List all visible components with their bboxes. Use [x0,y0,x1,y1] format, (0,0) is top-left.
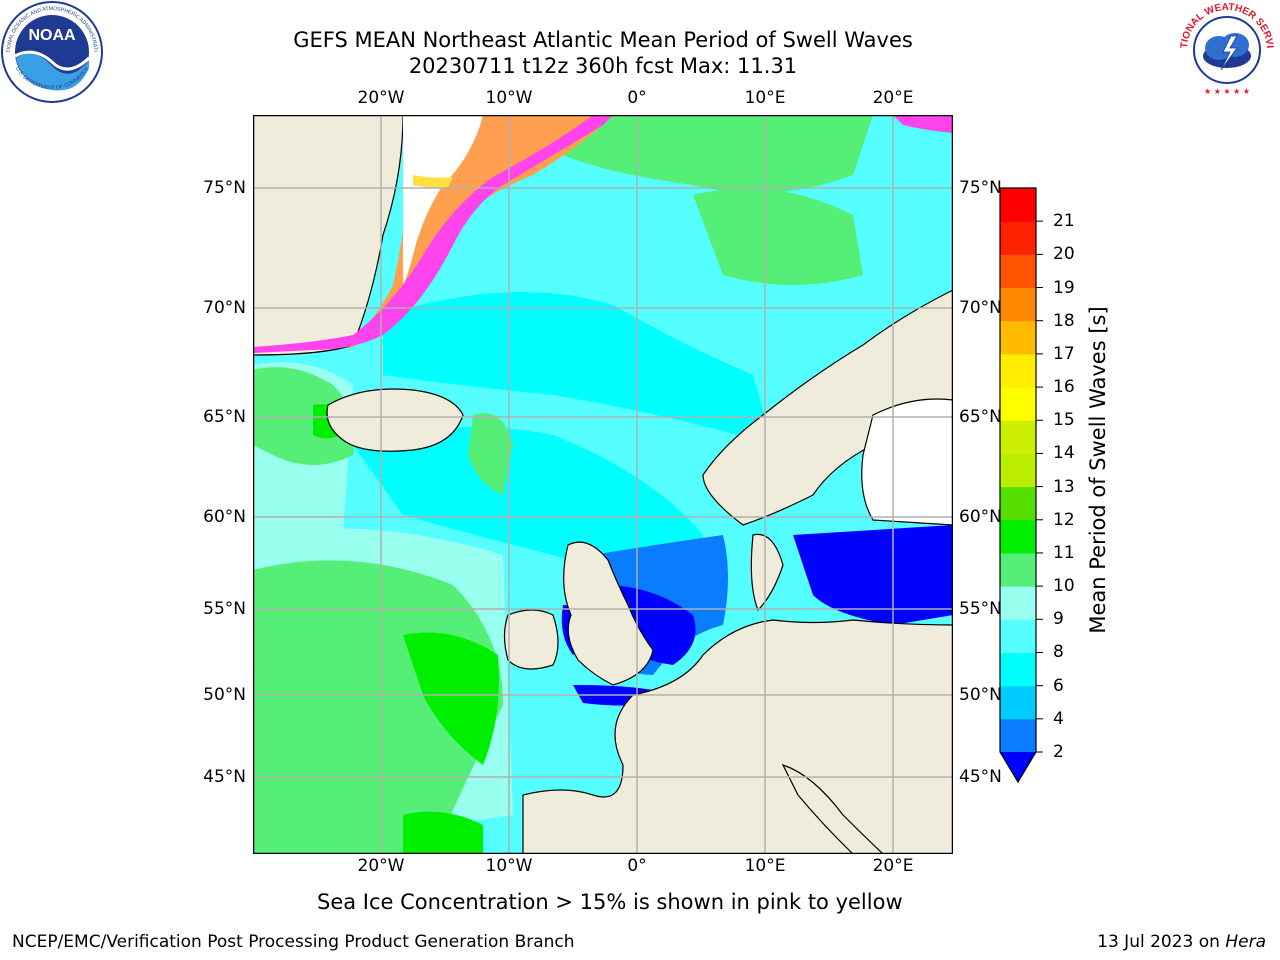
lat-label-55n-left: 55°N [203,599,246,619]
land-great-britain [563,541,654,686]
ocean-field-10-11-b [403,811,483,854]
ocean-field-9-10-north [553,115,873,193]
sea-ice-svalbard [893,115,953,133]
footer-host: Hera [1225,932,1266,952]
colorbar-tick-label: 20 [1053,244,1075,265]
chart-title: GEFS MEAN Northeast Atlantic Mean Period… [293,28,913,52]
ocean-field-9-10-norwegian-sea [693,188,863,285]
colorbar-tick-label: 12 [1053,509,1075,530]
ocean-field-4-6-central [353,427,703,585]
land-sweden-finland-white [861,398,953,526]
lat-label-60n-left: 60°N [203,507,246,527]
colorbar-segment [1000,254,1036,289]
sea-ice-note: Sea Ice Concentration > 15% is shown in … [317,890,903,914]
lat-label-45n-right: 45°N [959,767,1002,787]
lon-label-20w-bottom: 20°W [357,856,405,876]
colorbar-segment [1000,188,1036,222]
ocean-field-9-10-iceland-west [253,367,356,465]
map-panel [253,115,953,854]
colorbar-tick-label: 13 [1053,476,1075,497]
lat-label-55n-right: 55°N [959,599,1002,619]
colorbar-segment [1000,652,1036,687]
sea-ice-pink [253,115,613,353]
land-ireland [503,609,559,670]
colorbar-tick-label: 8 [1053,642,1064,663]
lon-label-10w-bottom: 10°W [485,856,533,876]
lat-label-75n-right: 75°N [959,178,1002,198]
colorbar-segment [1000,420,1036,454]
noaa-logo: NOAA NATIONAL OCEANIC AND ATMOSPHERIC AD… [0,0,103,103]
colorbar-segment [1000,586,1036,620]
colorbar-tick-label: 6 [1053,675,1064,696]
colorbar-tick-label: 18 [1053,310,1075,331]
colorbar-segment [1000,353,1036,388]
colorbar-under-extension [1000,752,1036,782]
lon-label-0-bottom: 0° [627,856,647,876]
lat-label-65n-left: 65°N [203,407,246,427]
nws-logo: NATIONAL WEATHER SERVICE ★ ★ ★ ★ ★ [1175,0,1275,97]
footer-date-text: 13 Jul 2023 on [1097,932,1226,952]
lat-label-50n-left: 50°N [203,685,246,705]
map-frame [253,115,953,854]
ocean-field-under2-baltic [793,525,953,625]
colorbar [999,187,1043,784]
colorbar-segment [1000,552,1036,587]
lon-label-20e-top: 20°E [872,88,914,108]
ocean-field-9-10-faroe [468,413,513,495]
colorbar-tick-label: 2 [1053,742,1064,762]
land-greenland [253,115,404,356]
land-iceland [326,388,464,452]
lat-label-50n-right: 50°N [959,685,1002,705]
ocean-field-10-11-a [403,632,499,765]
lat-label-70n-right: 70°N [959,298,1002,318]
lon-label-10e-bottom: 10°E [744,856,786,876]
footer-date: 13 Jul 2023 on Hera [1097,932,1266,952]
chart-subtitle: 20230711 t12z 360h fcst Max: 11.31 [408,54,798,78]
colorbar-tick-label: 16 [1053,377,1075,398]
colorbar-segment [1000,453,1036,488]
colorbar-tick-label: 19 [1053,277,1075,298]
land-continental-europe [522,619,953,854]
colorbar-segment [1000,221,1036,255]
colorbar-tick-label: 17 [1053,343,1075,364]
colorbar-segment [1000,718,1036,753]
colorbar-tick-label: 15 [1053,410,1075,431]
lon-label-20e-bottom: 20°E [872,856,914,876]
sea-ice-white [403,115,483,285]
colorbar-label: Mean Period of Swell Waves [s] [1086,306,1110,634]
colorbar-segment [1000,287,1036,322]
colorbar-tick-label: 4 [1053,708,1064,729]
lon-label-10w-top: 10°W [485,88,533,108]
land-denmark [750,533,784,612]
sea-ice-yellow [413,175,453,188]
colorbar-tick-label: 11 [1053,542,1075,563]
svg-text:★ ★ ★ ★ ★: ★ ★ ★ ★ ★ [1204,87,1250,96]
colorbar-frame [999,187,1037,784]
lon-label-0-top: 0° [627,88,647,108]
colorbar-tick-label: 21 [1053,211,1075,232]
lon-label-10e-top: 10°E [744,88,786,108]
colorbar-tick-label: 14 [1053,443,1075,464]
lat-label-75n-left: 75°N [203,178,246,198]
colorbar-segment [1000,685,1036,720]
colorbar-segment [1000,387,1036,421]
colorbar-segment [1000,619,1036,653]
noaa-logo-text: NOAA [28,27,76,44]
colorbar-segment [1000,320,1036,355]
lat-label-60n-right: 60°N [959,507,1002,527]
colorbar-tick-label: 9 [1053,609,1064,630]
lat-label-70n-left: 70°N [203,298,246,318]
footer-credit: NCEP/EMC/Verification Post Processing Pr… [12,932,575,952]
colorbar-segment [1000,519,1036,554]
colorbar-segment [1000,486,1036,521]
colorbar-tick-label: 10 [1053,576,1075,597]
lon-label-20w-top: 20°W [357,88,405,108]
graticule [253,115,953,854]
lat-label-45n-left: 45°N [203,767,246,787]
ocean-field-4-6-north [383,292,773,445]
lat-label-65n-right: 65°N [959,407,1002,427]
land-italy [781,763,884,854]
